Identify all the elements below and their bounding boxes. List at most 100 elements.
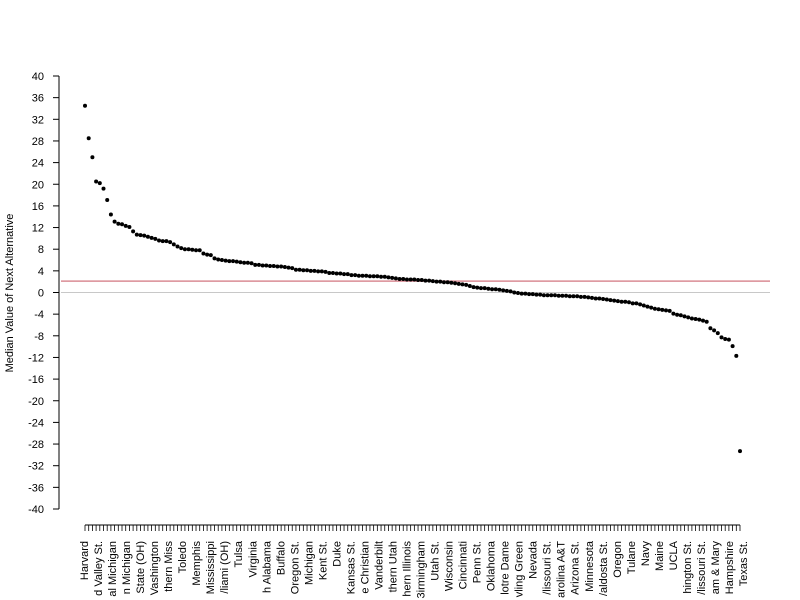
data-point bbox=[223, 258, 228, 263]
y-tick-label: -28 bbox=[28, 439, 44, 451]
data-point bbox=[482, 286, 487, 291]
y-tick-label: -36 bbox=[28, 482, 44, 494]
data-point bbox=[404, 277, 409, 282]
data-point bbox=[83, 103, 87, 108]
data-point bbox=[271, 263, 276, 268]
data-point bbox=[612, 298, 617, 303]
data-point bbox=[108, 212, 113, 217]
data-point bbox=[541, 293, 546, 298]
data-point bbox=[390, 275, 395, 280]
x-category-label: /aldosta St. bbox=[598, 541, 610, 596]
data-point bbox=[231, 259, 236, 264]
x-category-label: Vashington bbox=[149, 541, 161, 595]
data-point bbox=[630, 301, 635, 306]
data-point bbox=[582, 294, 587, 299]
data-point bbox=[364, 273, 369, 278]
data-point bbox=[138, 233, 143, 238]
data-point bbox=[441, 280, 446, 285]
data-point bbox=[305, 268, 310, 273]
data-point bbox=[212, 256, 217, 261]
x-category-label: Memphis bbox=[191, 541, 203, 586]
x-category-label: Maine bbox=[654, 541, 666, 571]
data-point bbox=[379, 274, 384, 279]
data-point bbox=[145, 234, 150, 239]
data-point bbox=[686, 315, 691, 320]
x-category-label: am & Mary bbox=[710, 541, 722, 595]
data-point bbox=[601, 296, 606, 301]
data-point bbox=[179, 246, 184, 251]
x-category-label: n Michigan bbox=[121, 541, 133, 594]
data-point bbox=[704, 319, 709, 324]
data-point bbox=[567, 294, 572, 299]
data-point bbox=[538, 292, 543, 297]
data-point bbox=[512, 290, 517, 295]
data-point bbox=[578, 294, 583, 299]
y-tick-label: 32 bbox=[32, 114, 44, 126]
data-point bbox=[382, 274, 387, 279]
data-point bbox=[249, 261, 254, 266]
x-category-label: Minnesota bbox=[584, 540, 596, 592]
data-point bbox=[164, 239, 169, 244]
data-point bbox=[86, 136, 91, 141]
data-point bbox=[586, 295, 591, 300]
data-point bbox=[508, 289, 513, 294]
y-tick-label: -4 bbox=[34, 309, 44, 321]
data-point bbox=[649, 305, 654, 310]
x-category-label: Michigan bbox=[303, 541, 315, 585]
data-point bbox=[342, 272, 347, 277]
x-category-label: Mississippi bbox=[205, 541, 217, 594]
data-point bbox=[116, 221, 121, 226]
x-category-label: hern Illinois bbox=[401, 541, 413, 597]
y-axis: 4036322824201612840-4-8-12-16-20-24-28-3… bbox=[28, 71, 60, 516]
data-point bbox=[549, 293, 554, 298]
x-category-label: arolina A&T bbox=[556, 541, 568, 598]
x-category-label: Navy bbox=[640, 541, 652, 567]
x-category-label: Kent St. bbox=[317, 541, 329, 580]
data-point bbox=[323, 269, 328, 274]
data-point bbox=[393, 276, 398, 281]
data-point bbox=[360, 273, 365, 278]
data-point bbox=[186, 247, 191, 252]
y-tick-label: 16 bbox=[32, 201, 44, 213]
x-category-label: Oregon bbox=[612, 541, 624, 578]
y-axis-title: Median Value of Next Alternative bbox=[4, 214, 16, 373]
data-point bbox=[345, 272, 350, 277]
data-point bbox=[208, 253, 213, 258]
data-point bbox=[242, 260, 247, 265]
data-point bbox=[127, 225, 132, 230]
data-point bbox=[700, 318, 705, 323]
x-category-label: Arizona St. bbox=[570, 541, 582, 595]
data-point bbox=[723, 337, 728, 342]
data-point bbox=[293, 267, 298, 272]
data-point bbox=[160, 239, 165, 244]
data-point bbox=[693, 317, 698, 322]
data-point bbox=[545, 293, 550, 298]
x-category-label: Oregon St. bbox=[289, 541, 301, 594]
y-tick-label: -8 bbox=[34, 331, 44, 343]
data-point bbox=[282, 265, 287, 270]
x-category-label: Utah St. bbox=[430, 541, 442, 581]
data-point bbox=[182, 247, 187, 252]
data-point bbox=[519, 291, 524, 296]
x-category-label: Duke bbox=[331, 541, 343, 567]
data-point bbox=[416, 278, 421, 283]
data-point bbox=[460, 282, 465, 287]
data-point bbox=[493, 287, 498, 292]
data-point bbox=[319, 269, 324, 274]
y-tick-label: 40 bbox=[32, 71, 44, 83]
data-point bbox=[597, 296, 602, 301]
data-point bbox=[660, 307, 665, 312]
data-point bbox=[97, 181, 102, 186]
x-category-label: Buffalo bbox=[275, 541, 287, 575]
data-point bbox=[497, 287, 502, 292]
data-point bbox=[227, 259, 232, 264]
x-category-label: Tulane bbox=[626, 541, 638, 574]
data-point bbox=[101, 186, 106, 191]
data-point bbox=[419, 278, 424, 283]
data-point bbox=[275, 264, 280, 269]
data-point bbox=[330, 271, 335, 276]
data-point bbox=[423, 278, 428, 283]
x-category-label: Nevada bbox=[528, 540, 540, 579]
data-point bbox=[327, 271, 332, 276]
data-point bbox=[253, 262, 258, 267]
